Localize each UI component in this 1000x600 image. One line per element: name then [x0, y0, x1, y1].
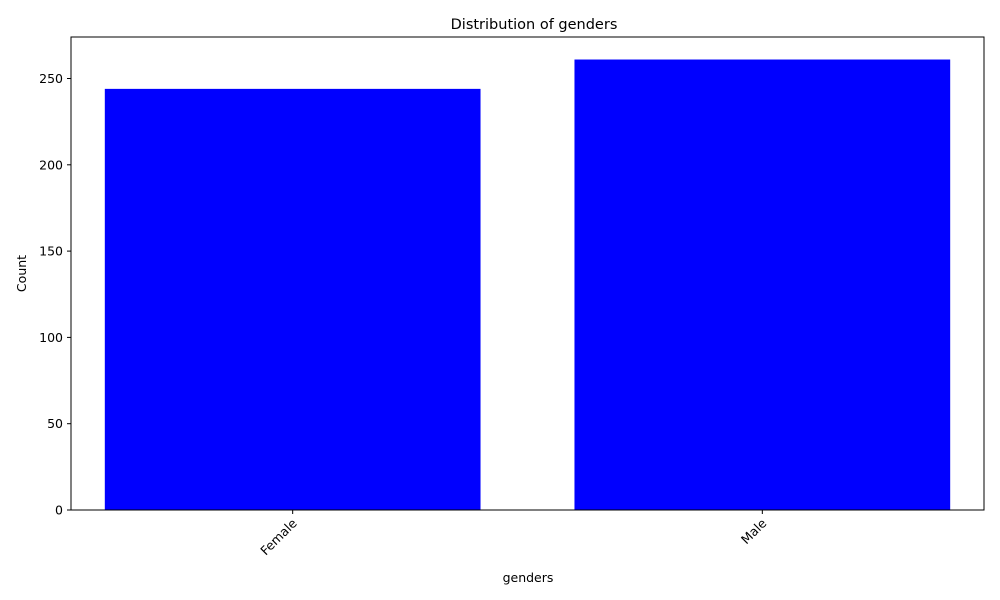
y-tick-label: 50 — [47, 416, 63, 431]
bars-group — [104, 59, 951, 511]
y-axis-label: Count — [14, 255, 29, 292]
y-tick-label: 100 — [39, 330, 63, 345]
y-tick-label: 250 — [39, 71, 63, 86]
bar-male — [574, 59, 951, 511]
x-tick-label-female: Female — [257, 515, 300, 558]
y-tick-label: 150 — [39, 244, 63, 259]
x-tick-label-male: Male — [738, 515, 770, 547]
plot-frame — [70, 36, 985, 511]
plot-area — [70, 36, 985, 511]
y-tick-label: 0 — [55, 503, 63, 518]
y-tick-label: 200 — [39, 157, 63, 172]
x-axis: Female Male — [257, 510, 770, 558]
chart-title: Distribution of genders — [451, 17, 618, 33]
x-axis-label: genders — [503, 570, 554, 585]
bar-female — [104, 88, 481, 511]
y-axis: 0 50 100 150 200 250 — [39, 71, 71, 518]
